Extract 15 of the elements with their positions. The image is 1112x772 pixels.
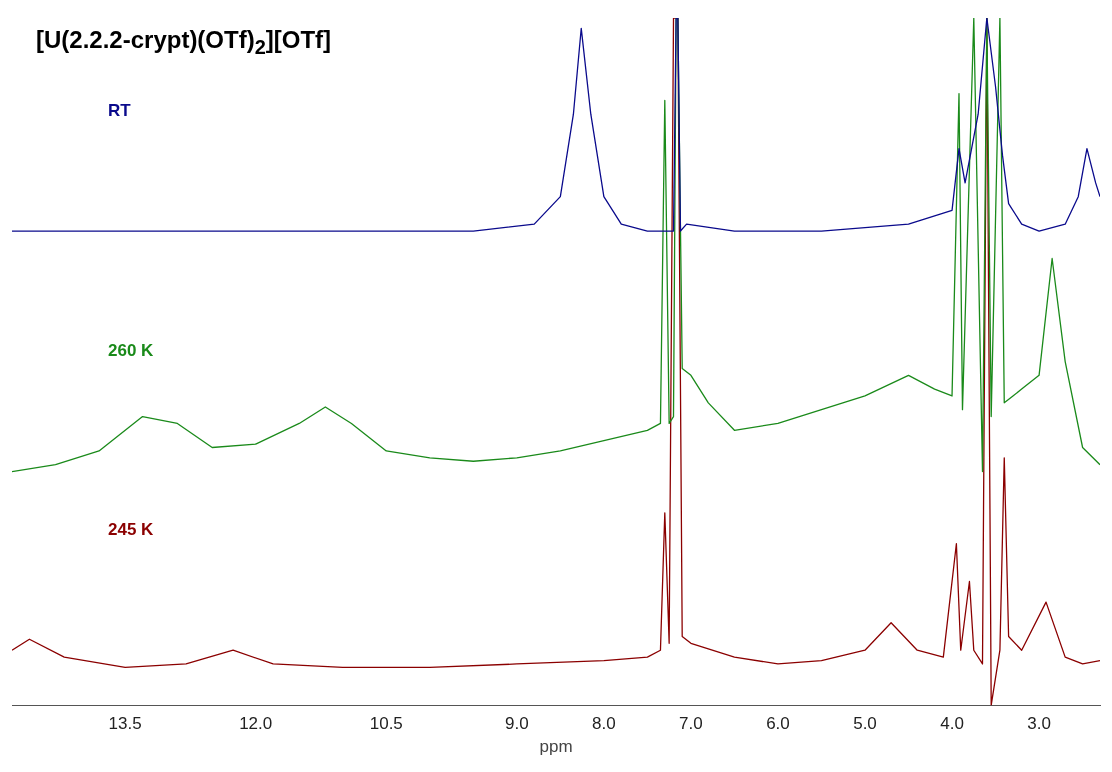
x-tick-label: 5.0 bbox=[853, 714, 877, 734]
text: 245 K bbox=[108, 519, 155, 539]
x-tick-label: 10.5 bbox=[369, 714, 403, 734]
x-tick-label: 7.0 bbox=[679, 714, 703, 734]
text: RT bbox=[108, 100, 132, 120]
x-tick-label: 9.0 bbox=[505, 714, 529, 734]
x-tick-label: 4.0 bbox=[940, 714, 964, 734]
chart-title: [U(2.2.2-crypt)(OTf)$_{2}$][OTf] bbox=[36, 26, 332, 59]
text: 260 K bbox=[108, 341, 155, 361]
x-tick-label: 3.0 bbox=[1027, 714, 1051, 734]
x-tick-label: 6.0 bbox=[766, 714, 790, 734]
x-tick-label: 12.0 bbox=[239, 714, 273, 734]
x-tick-label: 13.5 bbox=[108, 714, 142, 734]
x-tick-label: 8.0 bbox=[592, 714, 616, 734]
x-axis-title: ppm bbox=[539, 737, 573, 757]
